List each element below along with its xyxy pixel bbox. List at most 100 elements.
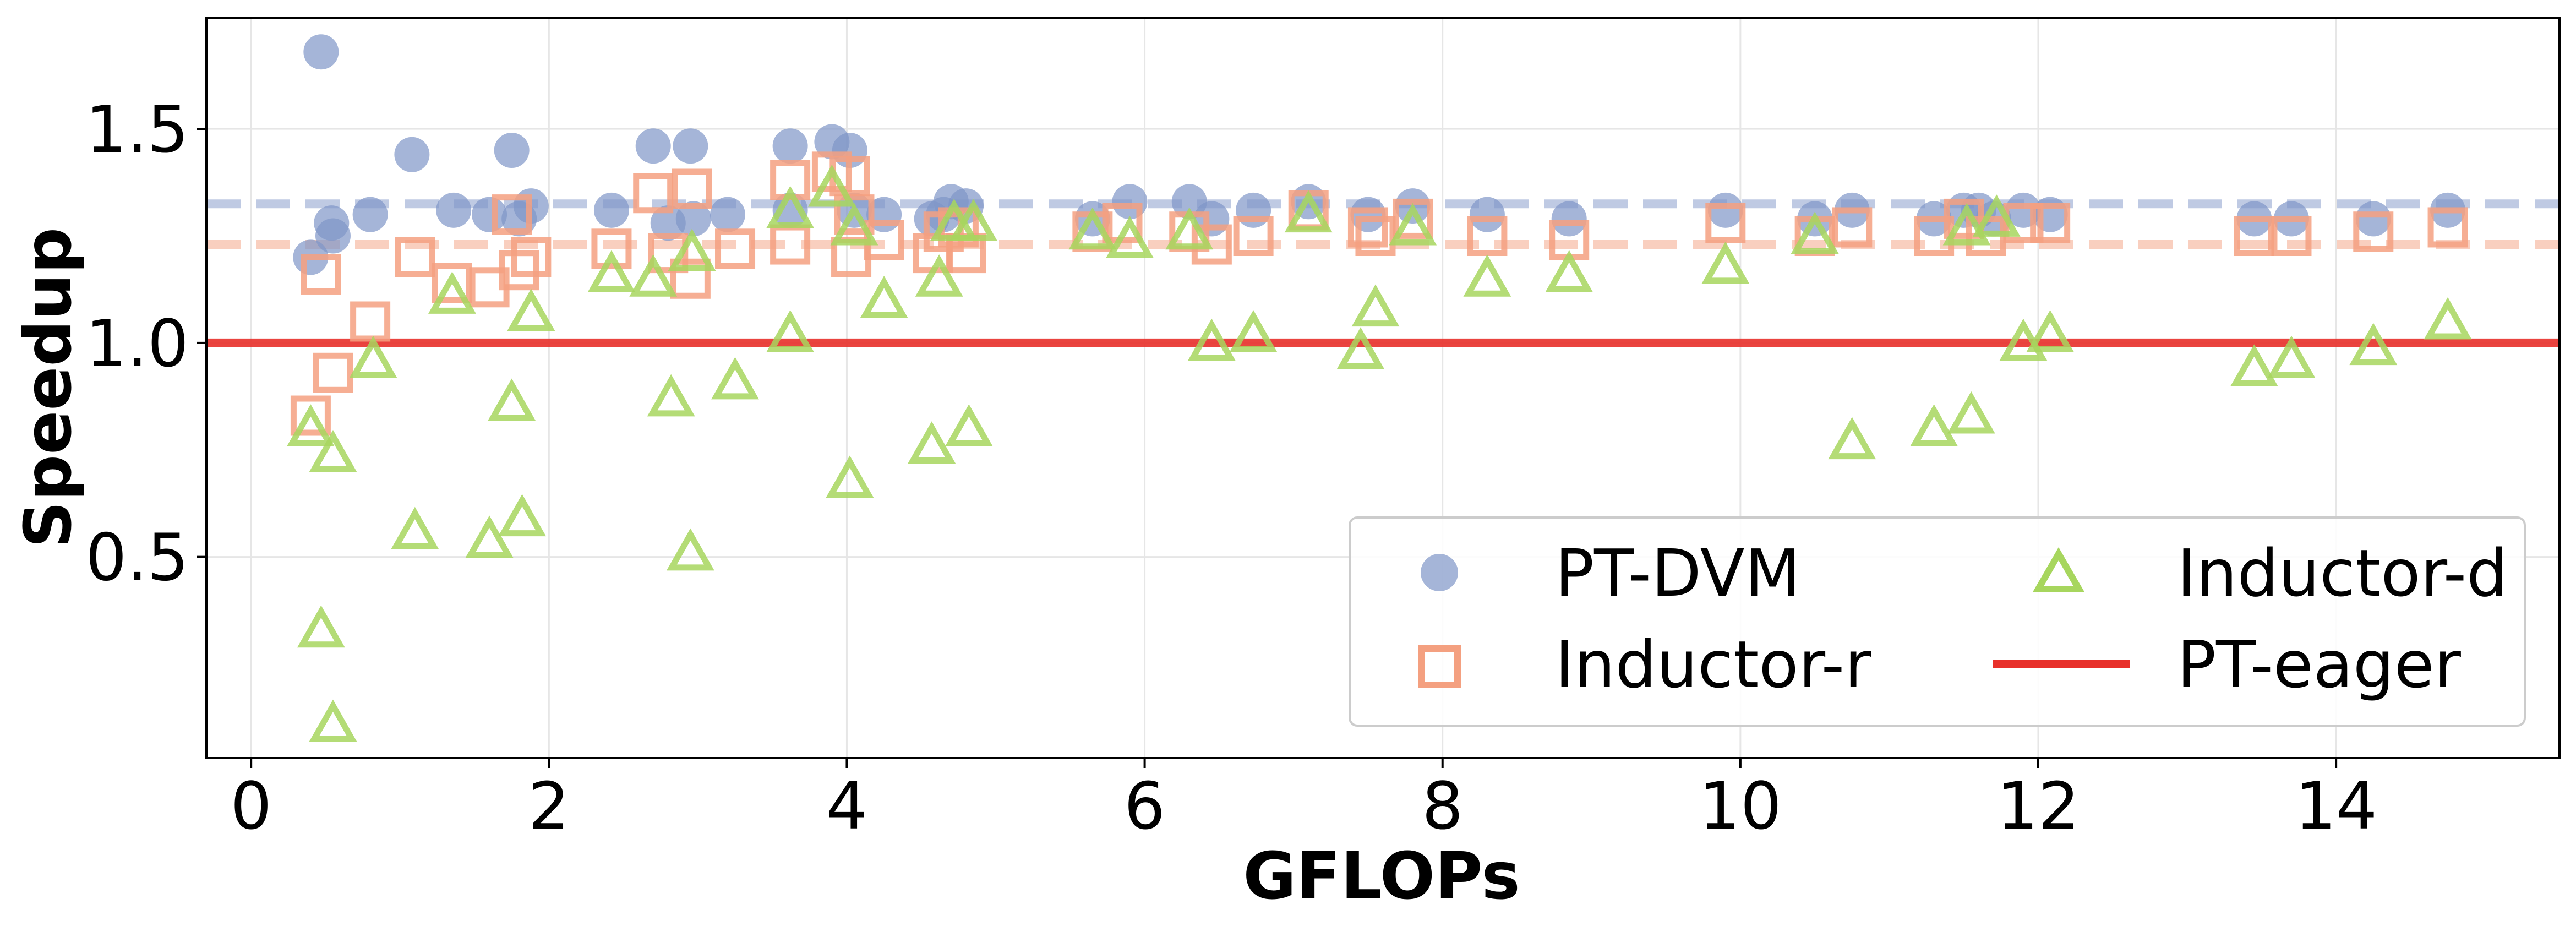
- point-pt-dvm: [494, 133, 530, 168]
- point-inductor-d: [908, 421, 956, 464]
- point-inductor-d: [286, 404, 335, 446]
- x-tick-label: 12: [1997, 768, 2080, 844]
- point-inductor-r: [1705, 203, 1746, 243]
- point-inductor-d: [807, 164, 856, 207]
- point-pt-dvm: [314, 205, 350, 241]
- point-inductor-d: [1463, 254, 1511, 297]
- point-pt-dvm: [1469, 197, 1505, 232]
- point-inductor-r: [591, 228, 632, 269]
- point-inductor-r: [715, 228, 756, 269]
- point-inductor-r: [1355, 216, 1396, 257]
- point-inductor-d: [1106, 216, 1154, 258]
- point-inductor-d: [766, 186, 815, 228]
- x-tick-label: 0: [231, 768, 272, 844]
- point-inductor-r: [633, 173, 674, 214]
- legend-marker-inductor-r: [1418, 645, 1461, 688]
- point-inductor-d: [309, 429, 357, 472]
- point-inductor-d: [945, 404, 993, 446]
- point-inductor-d: [1165, 207, 1214, 250]
- point-inductor-r: [1393, 198, 1433, 239]
- point-inductor-d: [766, 310, 815, 352]
- point-pt-dvm: [772, 128, 808, 164]
- legend: PT-DVM Inductor-d Inductor-r PT-eager: [1349, 516, 2526, 727]
- series-pt-dvm: [293, 34, 2466, 275]
- point-inductor-d: [629, 254, 678, 297]
- point-pt-dvm: [1236, 192, 1271, 228]
- point-inductor-r: [648, 233, 689, 274]
- point-inductor-d: [1910, 404, 1958, 446]
- y-tick-label: 1.0: [85, 306, 189, 382]
- reference-lines: [206, 199, 2559, 347]
- point-inductor-d: [2349, 323, 2398, 366]
- point-pt-dvm: [2355, 201, 2391, 237]
- legend-marker-pt-dvm: [1421, 554, 1458, 591]
- point-inductor-d: [2026, 310, 2075, 352]
- point-inductor-d: [666, 528, 714, 571]
- legend-label-inductor-r: Inductor-r: [1555, 627, 1871, 702]
- point-inductor-d: [1942, 203, 1991, 246]
- point-inductor-r: [395, 237, 435, 277]
- point-inductor-r: [2353, 211, 2394, 252]
- x-axis-ticks: 0 2 4 6 8 10 12 14: [231, 758, 2377, 844]
- y-tick-label: 1.5: [85, 91, 189, 167]
- point-inductor-d: [1187, 318, 1236, 361]
- point-inductor-r: [2427, 207, 2468, 248]
- point-pt-dvm: [472, 197, 507, 232]
- y-tick-label: 0.5: [85, 520, 189, 596]
- point-inductor-r: [1233, 216, 1274, 257]
- point-pt-dvm: [635, 128, 671, 164]
- point-inductor-d: [2267, 335, 2316, 378]
- point-inductor-d: [1229, 310, 1278, 352]
- point-inductor-r: [2234, 216, 2274, 257]
- point-inductor-d: [498, 494, 547, 537]
- point-inductor-d: [507, 288, 555, 331]
- point-inductor-d: [711, 357, 759, 400]
- point-inductor-d: [860, 275, 908, 318]
- legend-box: [1349, 516, 2526, 727]
- point-inductor-d: [647, 374, 695, 417]
- point-inductor-d: [1545, 250, 1593, 292]
- x-tick-label: 8: [1422, 768, 1463, 844]
- plot-area-frame: [205, 17, 2561, 759]
- data-points: [286, 34, 2472, 742]
- point-inductor-r: [432, 263, 472, 303]
- point-pt-dvm: [1551, 201, 1587, 237]
- point-pt-dvm: [1707, 192, 1743, 228]
- legend-marker-inductor-d: [2032, 547, 2085, 592]
- point-inductor-r: [350, 301, 391, 342]
- point-inductor-d: [830, 203, 878, 246]
- point-inductor-r: [492, 194, 532, 235]
- point-inductor-d: [826, 455, 874, 498]
- point-inductor-d: [1947, 391, 1995, 434]
- legend-label-pt-eager: PT-eager: [2177, 627, 2461, 702]
- x-tick-label: 2: [528, 768, 570, 844]
- point-pt-dvm: [436, 192, 472, 228]
- point-pt-dvm: [673, 128, 708, 164]
- point-inductor-r: [672, 168, 712, 209]
- x-tick-label: 4: [826, 768, 867, 844]
- point-inductor-d: [2424, 297, 2472, 340]
- point-inductor-d: [428, 271, 476, 314]
- point-inductor-d: [587, 250, 636, 292]
- point-pt-dvm: [710, 197, 745, 232]
- point-inductor-r: [511, 237, 552, 277]
- series-inductor-d: [286, 164, 2472, 742]
- point-pt-dvm: [303, 34, 339, 70]
- point-inductor-d: [391, 506, 439, 549]
- point-inductor-d: [349, 335, 397, 378]
- point-inductor-r: [670, 258, 711, 299]
- point-inductor-d: [297, 605, 345, 648]
- point-inductor-d: [1972, 194, 2021, 237]
- point-inductor-d: [309, 699, 357, 742]
- x-tick-label: 14: [2295, 768, 2377, 844]
- point-inductor-d: [2230, 344, 2278, 387]
- point-inductor-r: [2030, 203, 2071, 243]
- point-inductor-d: [949, 199, 997, 241]
- point-inductor-d: [1068, 207, 1117, 250]
- point-pt-dvm: [352, 197, 388, 232]
- point-pt-dvm: [772, 192, 808, 228]
- legend-label-pt-dvm: PT-DVM: [1555, 535, 1800, 611]
- point-inductor-r: [834, 194, 875, 235]
- y-axis-ticks: 0.5 1.0 1.5: [85, 91, 206, 596]
